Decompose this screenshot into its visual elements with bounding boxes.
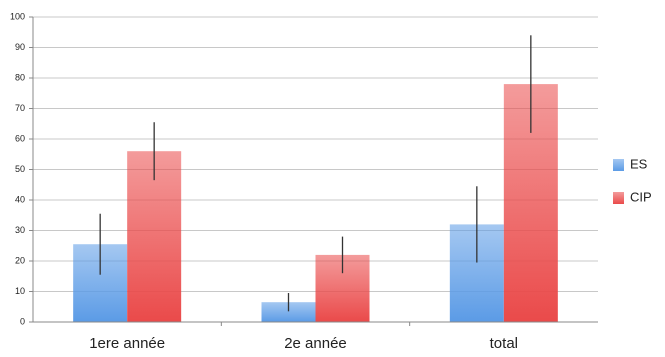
- x-tick-label: total: [490, 335, 518, 352]
- y-tick-label: 100: [10, 11, 25, 21]
- y-tick-label: 90: [15, 42, 25, 52]
- legend-swatch: [613, 159, 624, 171]
- y-tick-label: 60: [15, 133, 25, 143]
- legend-label: ES: [630, 156, 648, 171]
- y-tick-label: 40: [15, 194, 25, 204]
- y-tick-label: 30: [15, 225, 25, 235]
- y-tick-label: 50: [15, 164, 25, 174]
- y-tick-label: 20: [15, 255, 25, 265]
- x-tick-label: 2e année: [284, 335, 347, 352]
- legend-swatch: [613, 192, 624, 204]
- y-tick-label: 0: [20, 316, 25, 326]
- y-tick-label: 80: [15, 72, 25, 82]
- y-tick-label: 10: [15, 286, 25, 296]
- y-tick-label: 70: [15, 103, 25, 113]
- x-tick-label: 1ere année: [89, 335, 165, 352]
- legend-label: CIP: [630, 189, 652, 204]
- bar: [261, 302, 316, 322]
